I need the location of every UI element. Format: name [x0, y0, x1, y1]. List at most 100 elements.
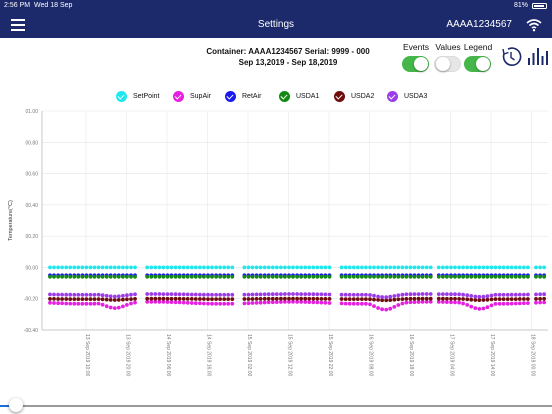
data-point-usda2	[258, 297, 263, 301]
data-point-usda1	[165, 274, 170, 279]
data-point-usda3	[104, 293, 109, 298]
data-point-usda1	[283, 274, 287, 279]
date-range: Sep 13,2019 - Sep 18,2019	[238, 58, 338, 67]
data-point-usda3	[408, 292, 413, 297]
data-point-usda2	[307, 296, 312, 301]
data-point-supair	[392, 305, 397, 309]
data-point-setpoint	[436, 265, 441, 270]
data-point-supair	[404, 300, 409, 305]
data-point-supair	[274, 300, 279, 304]
legend-toggle[interactable]	[464, 56, 491, 72]
data-point-setpoint	[287, 265, 291, 270]
data-point-usda3	[396, 293, 401, 298]
data-point-usda1	[509, 274, 514, 279]
hamburger-icon[interactable]	[11, 19, 25, 31]
data-point-usda3	[149, 292, 154, 296]
data-point-setpoint	[542, 265, 546, 270]
data-point-usda1	[364, 274, 368, 279]
data-point-usda2	[266, 296, 271, 301]
data-point-supair	[364, 301, 368, 306]
y-axis-label: Temperature(°C)	[8, 200, 14, 241]
data-point-usda3	[214, 292, 219, 297]
wifi-icon	[526, 19, 542, 32]
data-point-setpoint	[258, 265, 263, 270]
data-point-usda2	[477, 298, 482, 302]
data-point-usda1	[538, 274, 542, 279]
data-point-setpoint	[169, 265, 174, 270]
data-point-setpoint	[493, 265, 498, 270]
data-point-usda2	[339, 297, 344, 301]
data-point-supair	[453, 300, 457, 305]
data-point-usda1	[445, 274, 449, 279]
data-point-supair	[230, 301, 235, 306]
data-point-usda1	[185, 274, 190, 279]
x-tick-label: 15 Sep 2019 22:00	[327, 334, 333, 376]
data-point-usda3	[355, 292, 360, 297]
data-point-supair	[64, 301, 69, 306]
values-toggle[interactable]	[434, 56, 461, 72]
data-point-usda3	[133, 292, 137, 297]
data-point-supair	[441, 300, 445, 304]
data-point-usda3	[517, 292, 522, 297]
data-point-usda3	[258, 292, 263, 297]
legend-label-retair: RetAir	[242, 93, 262, 100]
data-point-usda1	[250, 274, 255, 279]
data-point-supair	[92, 301, 97, 306]
y-tick-label: 00.40	[25, 203, 38, 209]
data-point-supair	[380, 307, 384, 312]
data-point-supair	[517, 301, 522, 306]
data-point-supair	[351, 301, 356, 306]
data-point-usda3	[469, 294, 474, 298]
data-point-setpoint	[303, 265, 308, 270]
data-point-setpoint	[509, 265, 514, 270]
data-point-usda3	[392, 294, 397, 298]
data-point-supair	[376, 306, 380, 310]
data-point-supair	[315, 300, 320, 305]
data-point-usda1	[465, 274, 470, 279]
data-point-usda2	[165, 296, 170, 301]
data-point-supair	[56, 301, 60, 306]
data-point-usda1	[116, 274, 121, 279]
data-point-usda3	[266, 292, 271, 297]
data-point-usda1	[388, 274, 393, 279]
data-point-usda1	[88, 274, 93, 279]
data-point-usda1	[477, 274, 482, 279]
time-slider-thumb[interactable]	[9, 398, 23, 412]
data-point-usda3	[222, 292, 227, 297]
data-point-usda1	[218, 274, 223, 279]
data-point-usda3	[242, 292, 247, 297]
data-point-usda3	[384, 295, 389, 299]
bar-chart-icon[interactable]	[527, 45, 549, 67]
clock-icon[interactable]	[500, 46, 522, 68]
legend-toggle-group: Legend	[463, 42, 493, 72]
data-point-usda3	[380, 295, 384, 299]
data-point-usda1	[274, 274, 279, 279]
data-point-usda1	[505, 274, 510, 279]
data-point-supair	[129, 301, 133, 306]
data-point-usda2	[445, 296, 449, 301]
data-point-supair	[384, 307, 389, 312]
data-point-usda3	[254, 292, 259, 297]
data-point-supair	[347, 301, 352, 306]
data-point-setpoint	[84, 265, 89, 270]
data-point-usda1	[104, 274, 109, 279]
data-point-setpoint	[189, 265, 194, 270]
data-point-usda1	[351, 274, 356, 279]
data-point-usda1	[424, 274, 429, 279]
data-point-setpoint	[112, 265, 117, 270]
data-point-usda3	[68, 292, 73, 297]
time-slider-track[interactable]	[14, 405, 552, 407]
data-point-usda2	[173, 296, 178, 301]
data-point-usda1	[400, 274, 405, 279]
data-point-usda2	[226, 297, 231, 301]
data-point-usda2	[372, 297, 376, 302]
events-toggle[interactable]	[402, 56, 429, 72]
data-point-usda3	[189, 292, 194, 297]
data-point-supair	[303, 300, 308, 304]
data-point-setpoint	[242, 265, 247, 270]
data-point-usda1	[384, 274, 389, 279]
data-point-supair	[108, 305, 113, 310]
data-point-supair	[104, 304, 109, 309]
data-point-setpoint	[388, 265, 393, 270]
data-point-usda2	[153, 296, 158, 301]
